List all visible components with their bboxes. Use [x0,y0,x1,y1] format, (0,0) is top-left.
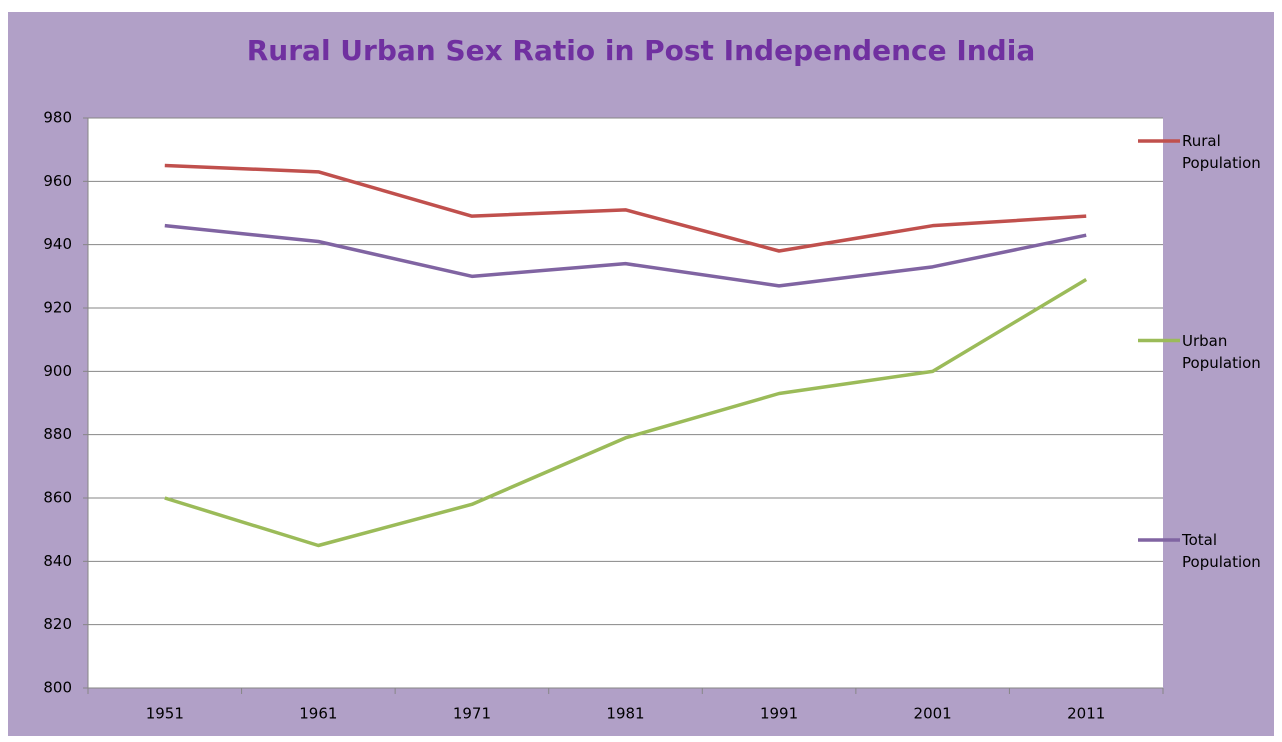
y-tick-label: 820 [43,615,72,633]
y-tick-label: 920 [43,299,72,317]
x-tick-label: 1981 [606,705,644,723]
series-line [164,223,1087,288]
series-line [164,163,1087,253]
x-tick-label: 1971 [453,705,491,723]
y-tick-label: 880 [43,425,72,443]
y-tick-label: 900 [43,362,72,380]
chart-title: Rural Urban Sex Ratio in Post Independen… [247,34,1035,67]
y-tick-label: 960 [43,172,72,190]
y-tick-label: 800 [43,679,72,697]
plot-area [88,118,1163,688]
x-tick-label: 2001 [914,705,952,723]
x-tick-label: 1991 [760,705,798,723]
legend-label: Urban Population [1182,331,1261,372]
y-tick-label: 840 [43,552,72,570]
x-tick-label: 1961 [299,705,337,723]
x-tick-label: 2011 [1067,705,1105,723]
legend-label: Total Population [1182,531,1261,571]
y-tick-label: 860 [43,489,72,507]
x-tick-label: 1951 [146,705,184,723]
series-line [164,277,1088,548]
y-tick-label: 980 [43,109,72,127]
legend-label: Rural Population [1182,132,1261,172]
y-tick-label: 940 [43,235,72,253]
